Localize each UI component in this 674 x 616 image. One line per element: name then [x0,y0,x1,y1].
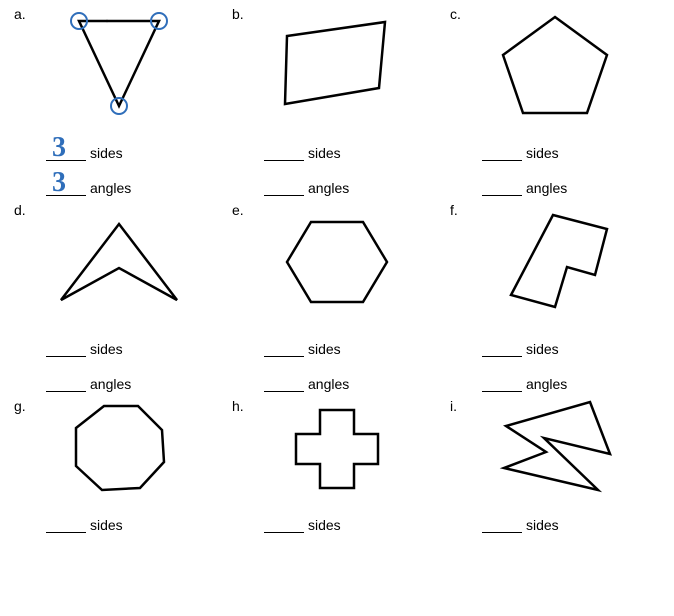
angles-row: angles [46,373,220,392]
worksheet-cell-f: f. sides angles [446,202,664,398]
worksheet-cell-i: i. sides [446,398,664,539]
shape-container [454,202,656,322]
angles-row: angles [264,373,438,392]
shape-svg [282,398,392,498]
item-letter: d. [14,202,26,218]
polygon-shape [61,224,177,300]
angles-row: 3angles [46,177,220,196]
sides-label: sides [526,517,559,533]
shape-container [236,6,438,126]
angles-label: angles [526,180,567,196]
sides-blank[interactable] [46,514,86,533]
polygon-shape [296,410,378,488]
sides-label: sides [90,145,123,161]
item-letter: f. [450,202,458,218]
polygon-shape [503,17,607,113]
shape-container [18,6,220,126]
shape-svg [49,11,189,121]
sides-row: sides [264,338,438,357]
sides-row: sides [264,514,438,533]
sides-label: sides [308,145,341,161]
sides-row: sides [46,514,220,533]
angles-label: angles [308,180,349,196]
polygon-shape [504,402,610,490]
angles-row: angles [482,177,656,196]
shape-svg [495,207,615,317]
angles-blank[interactable] [482,177,522,196]
angles-blank[interactable] [264,177,304,196]
item-letter: i. [450,398,457,414]
item-letter: h. [232,398,244,414]
worksheet-cell-g: g. sides [10,398,228,539]
shape-container [18,398,220,498]
sides-label: sides [526,145,559,161]
sides-label: sides [90,517,123,533]
item-letter: c. [450,6,461,22]
angles-row: angles [482,373,656,392]
angles-label: angles [90,376,131,392]
sides-blank[interactable] [264,514,304,533]
item-letter: e. [232,202,244,218]
polygon-shape [79,21,159,106]
shape-svg [277,212,397,312]
sides-blank[interactable] [264,338,304,357]
shape-container [236,202,438,322]
sides-row: sides [482,338,656,357]
worksheet-cell-a: a.3sides3angles [10,6,228,202]
worksheet-cell-c: c. sides angles [446,6,664,202]
angles-blank[interactable] [264,373,304,392]
sides-blank[interactable] [264,142,304,161]
angles-label: angles [526,376,567,392]
sides-label: sides [308,341,341,357]
shape-svg [64,398,174,498]
polygon-shape [76,406,164,490]
shape-container [454,6,656,126]
polygon-shape [285,22,385,104]
angles-blank[interactable]: 3 [46,177,86,196]
shape-container [18,202,220,322]
worksheet-cell-h: h. sides [228,398,446,539]
shape-svg [495,11,615,121]
sides-row: sides [482,514,656,533]
sides-blank[interactable] [482,142,522,161]
sides-blank[interactable] [46,338,86,357]
angles-answer: 3 [52,169,66,197]
sides-label: sides [526,341,559,357]
sides-blank[interactable] [482,514,522,533]
item-letter: a. [14,6,26,22]
angles-row: angles [264,177,438,196]
sides-row: sides [264,142,438,161]
sides-row: sides [482,142,656,161]
polygon-shape [287,222,387,302]
sides-blank[interactable] [482,338,522,357]
sides-label: sides [308,517,341,533]
sides-label: sides [90,341,123,357]
worksheet-cell-d: d. sides angles [10,202,228,398]
shape-svg [490,398,620,498]
angles-blank[interactable] [46,373,86,392]
polygon-shape [511,215,607,307]
shape-container [236,398,438,498]
worksheet-cell-e: e. sides angles [228,202,446,398]
item-letter: g. [14,398,26,414]
shape-container [454,398,656,498]
angles-blank[interactable] [482,373,522,392]
sides-row: sides [46,338,220,357]
shape-svg [267,16,407,116]
angles-label: angles [308,376,349,392]
dot-icon [106,20,108,22]
sides-answer: 3 [52,134,66,162]
item-letter: b. [232,6,244,22]
shape-svg [49,212,189,312]
sides-blank[interactable]: 3 [46,142,86,161]
sides-row: 3sides [46,142,220,161]
angles-label: angles [90,180,131,196]
worksheet-cell-b: b. sides angles [228,6,446,202]
